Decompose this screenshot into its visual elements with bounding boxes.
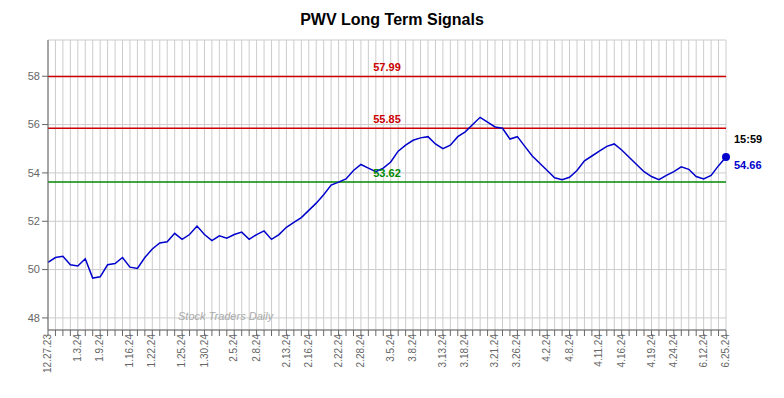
svg-text:4.8.24: 4.8.24 <box>564 334 575 362</box>
svg-text:52: 52 <box>28 215 40 227</box>
svg-text:57.99: 57.99 <box>373 61 401 73</box>
svg-text:4.2.24: 4.2.24 <box>541 334 552 362</box>
svg-text:58: 58 <box>28 70 40 82</box>
svg-text:50: 50 <box>28 263 40 275</box>
svg-text:4.24.24: 4.24.24 <box>668 334 679 368</box>
svg-text:12.27.23: 12.27.23 <box>42 334 53 373</box>
svg-text:1.16.24: 1.16.24 <box>124 334 135 368</box>
svg-text:3.8.24: 3.8.24 <box>407 334 418 362</box>
svg-text:2.28.24: 2.28.24 <box>355 334 366 368</box>
svg-text:3.13.24: 3.13.24 <box>437 334 448 368</box>
svg-text:2.16.24: 2.16.24 <box>303 334 314 368</box>
svg-text:1.30.24: 1.30.24 <box>199 334 210 368</box>
svg-text:3.26.24: 3.26.24 <box>511 334 522 368</box>
svg-text:3.18.24: 3.18.24 <box>459 334 470 368</box>
svg-text:1.22.24: 1.22.24 <box>146 334 157 368</box>
svg-text:4.19.24: 4.19.24 <box>646 334 657 368</box>
svg-text:48: 48 <box>28 312 40 324</box>
svg-text:2.13.24: 2.13.24 <box>281 334 292 368</box>
html-text:Stock Traders Daily: Stock Traders Daily <box>178 310 274 322</box>
svg-text:6.25.24: 6.25.24 <box>720 334 731 368</box>
svg-text:4.16.24: 4.16.24 <box>616 334 627 368</box>
svg-text:1.9.24: 1.9.24 <box>94 334 105 362</box>
svg-text:54: 54 <box>28 167 40 179</box>
svg-text:2.22.24: 2.22.24 <box>333 334 344 368</box>
svg-text:54.66: 54.66 <box>734 159 762 171</box>
svg-text:3.5.24: 3.5.24 <box>385 334 396 362</box>
svg-text:2.5.24: 2.5.24 <box>228 334 239 362</box>
svg-text:3.21.24: 3.21.24 <box>489 334 500 368</box>
svg-text:1.3.24: 1.3.24 <box>72 334 83 362</box>
svg-text:55.85: 55.85 <box>373 113 401 125</box>
svg-text:56: 56 <box>28 118 40 130</box>
svg-text:53.62: 53.62 <box>373 167 401 179</box>
svg-text:4.11.24: 4.11.24 <box>593 334 604 367</box>
svg-text:6.12.24: 6.12.24 <box>698 334 709 368</box>
svg-text:2.8.24: 2.8.24 <box>251 334 262 362</box>
html-text:PWV Long Term Signals: PWV Long Term Signals <box>300 11 484 28</box>
svg-text:15:59: 15:59 <box>734 133 762 145</box>
svg-text:1.25.24: 1.25.24 <box>176 334 187 368</box>
